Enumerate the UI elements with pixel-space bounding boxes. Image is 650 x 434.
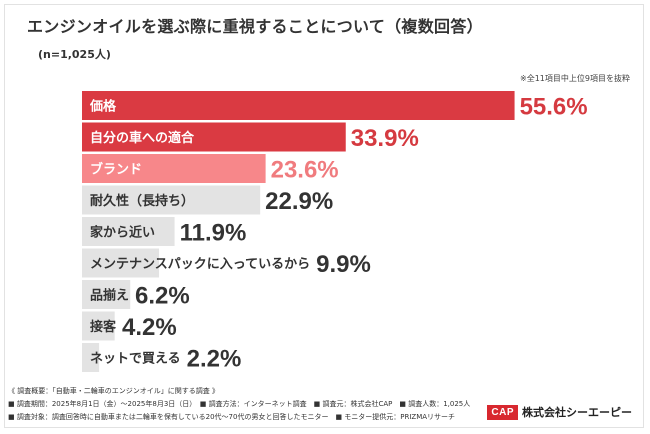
- value-label-6: 6.2%: [135, 283, 190, 310]
- chart-frame: [4, 4, 644, 428]
- excerpt-note: ※全11項目中上位9項目を抜粋: [520, 74, 630, 83]
- bar-3: [82, 185, 261, 215]
- bar-4: [82, 217, 175, 246]
- category-label-3: 耐久性（長持ち）: [90, 193, 194, 209]
- bar-chart: 価格 55.6% 自分の車への適合 33.9% ブランド 23.6% 耐久性（長持ち） 22.…: [82, 91, 588, 373]
- category-label-7: 接客: [90, 319, 117, 335]
- value-label-2: 23.6%: [271, 157, 339, 184]
- value-label-0: 55.6%: [520, 94, 588, 121]
- bar-5: [82, 248, 160, 278]
- sample-size: (n=1,025人): [38, 48, 111, 61]
- category-label-5: メンテナンスパックに入っているから: [90, 257, 310, 272]
- cap-logo-mark: CAP: [487, 404, 518, 420]
- category-label-1: 自分の車への適合: [90, 130, 195, 146]
- value-label-4: 11.9%: [180, 220, 247, 247]
- company-name: 株式会社シーエーピー: [522, 406, 632, 419]
- value-label-7: 4.2%: [122, 314, 177, 341]
- category-label-6: 品揃え: [90, 288, 129, 304]
- company-logo: CAP 株式会社シーエーピー: [487, 404, 632, 420]
- survey-footer: 《 調査概要：「自動車・二輪車のエンジンオイル」に関する調査 》 ■ 調査期間：…: [8, 385, 508, 424]
- chart-title: エンジンオイルを選ぶ際に重視することについて（複数回答）: [27, 17, 483, 36]
- value-label-5: 9.9%: [316, 251, 371, 278]
- bar-8: [82, 343, 100, 372]
- value-label-1: 33.9%: [351, 125, 419, 152]
- category-label-4: 家から近い: [90, 225, 155, 241]
- value-label-3: 22.9%: [265, 188, 333, 215]
- bar-7: [82, 311, 115, 341]
- bar-1: [82, 122, 346, 152]
- footer-survey-title: 《 調査概要：「自動車・二輪車のエンジンオイル」に関する調査 》: [8, 387, 219, 395]
- value-label-8: 2.2%: [187, 346, 242, 373]
- category-label-0: 価格: [89, 99, 117, 115]
- category-label-2: ブランド: [90, 162, 142, 178]
- footer-survey-target: ■ 調査対象：調査回答時に自動車または二輪車を保有している20代〜70代の男女と…: [8, 413, 456, 421]
- bar-6: [82, 280, 131, 309]
- footer-survey-details: ■ 調査期間：2025年8月1日（金）〜2025年8月3日（日） ■ 調査方法：…: [8, 400, 471, 408]
- bar-2: [82, 154, 266, 183]
- bar-0: [82, 91, 515, 120]
- category-label-8: ネットで買える: [90, 352, 181, 367]
